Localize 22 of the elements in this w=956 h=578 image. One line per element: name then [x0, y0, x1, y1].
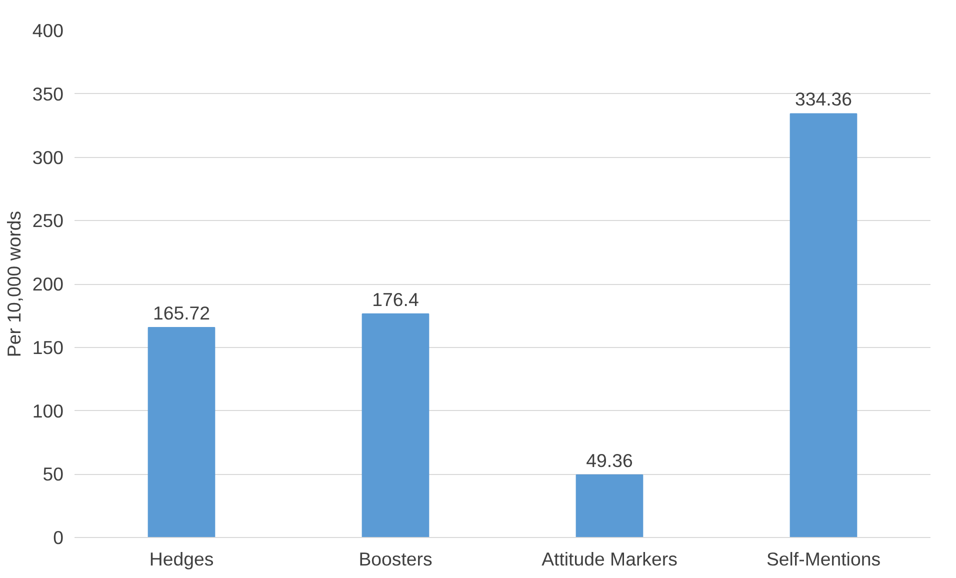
- bar: [790, 113, 858, 538]
- y-tick-label: 100: [32, 400, 64, 422]
- y-axis-title: Per 10,000 words: [3, 210, 24, 358]
- x-tick-label: Boosters: [358, 548, 432, 570]
- y-tick-label: 300: [32, 146, 64, 168]
- y-tick-label: 250: [32, 210, 64, 232]
- bar: [576, 474, 644, 538]
- y-tick-label: 350: [32, 83, 64, 104]
- bar: [362, 313, 430, 538]
- x-tick-label: Attitude Markers: [542, 548, 678, 570]
- x-tick-label: Self-Mentions: [766, 548, 881, 570]
- data-label: 176.4: [372, 288, 419, 310]
- y-tick-label: 0: [53, 527, 64, 548]
- data-label: 334.36: [794, 88, 852, 110]
- y-tick-label: 150: [32, 336, 64, 358]
- data-label: 165.72: [152, 302, 210, 324]
- y-tick-label: 200: [32, 274, 64, 294]
- bar: [148, 326, 216, 538]
- y-tick-label: 50: [42, 464, 64, 485]
- data-label: 49.36: [586, 450, 633, 471]
- x-tick-label: Hedges: [149, 548, 214, 570]
- y-tick-label: 400: [32, 20, 64, 41]
